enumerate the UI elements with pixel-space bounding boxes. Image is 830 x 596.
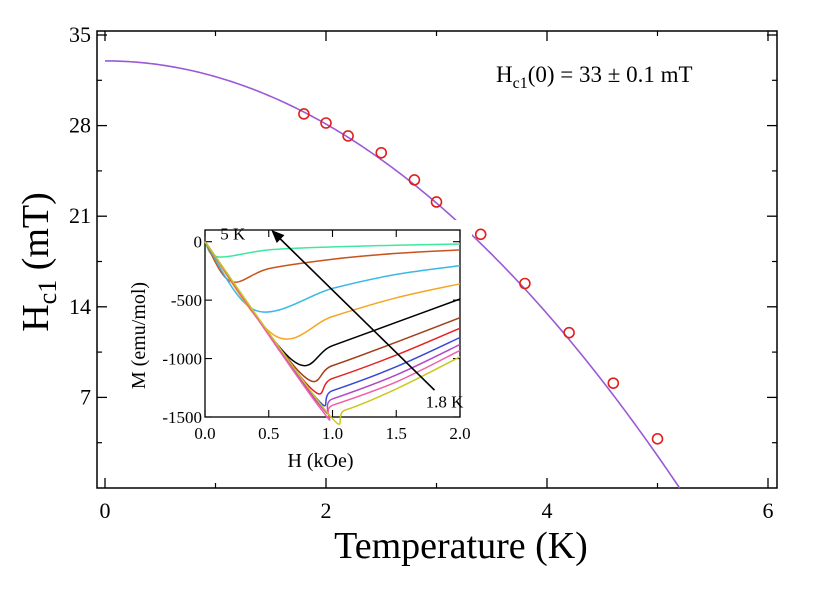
inset-y-tick-label: -1000 bbox=[162, 350, 202, 369]
trend-arrow-shaft bbox=[276, 235, 436, 391]
trend-arrow-head bbox=[271, 230, 285, 244]
inset-plot: 0.0 0.5 1.0 1.5 2.0 -1500 -1000 -500 0 H (kOe) M (… bbox=[128, 220, 472, 477]
data-point bbox=[519, 277, 531, 290]
x-tick-label: 4 bbox=[542, 498, 553, 523]
inset-x-tick-label: 1.0 bbox=[322, 424, 343, 443]
inset-series-line bbox=[204, 241, 461, 313]
y-axis-label-unit: (mT) bbox=[15, 192, 57, 280]
y-tick-label: 35 bbox=[69, 22, 91, 47]
inset-series-line bbox=[204, 241, 461, 425]
data-point bbox=[651, 433, 664, 445]
fit-curve bbox=[104, 60, 681, 489]
data-point bbox=[298, 108, 310, 120]
inset-y-tick-label: -1500 bbox=[162, 408, 202, 427]
inset-x-tick-label: 1.5 bbox=[386, 424, 407, 443]
arrow-label-bottom: 1.8 K bbox=[426, 393, 465, 412]
y-axis-label-main: H bbox=[15, 304, 57, 331]
annotation-rest: (0) = 33 ± 0.1 mT bbox=[528, 62, 693, 87]
data-point bbox=[408, 174, 421, 186]
data-point bbox=[607, 377, 620, 389]
data-point bbox=[563, 326, 575, 339]
y-tick-label: 21 bbox=[69, 203, 91, 228]
y-tick-label: 7 bbox=[80, 384, 91, 409]
data-point bbox=[320, 117, 332, 129]
x-tick-label: 2 bbox=[321, 498, 332, 523]
inset-x-axis-label: H (kOe) bbox=[287, 450, 353, 472]
y-axis-label-sub: c1 bbox=[33, 280, 62, 305]
inset-series-line bbox=[204, 241, 461, 340]
y-axis-label: Hc1 (mT) bbox=[15, 192, 62, 332]
inset-series-line bbox=[204, 241, 461, 421]
arrow-label-top: 5 K bbox=[220, 224, 246, 243]
inset-y-axis-label: M (emu/mol) bbox=[128, 282, 150, 389]
data-point bbox=[375, 146, 388, 159]
data-point bbox=[474, 228, 487, 241]
x-tick-label: 0 bbox=[100, 498, 111, 523]
x-tick-label: 6 bbox=[763, 498, 774, 523]
y-tick-label: 14 bbox=[69, 294, 91, 319]
inset-y-tick-label: 0 bbox=[194, 233, 203, 252]
inset-x-tick-label: 0.0 bbox=[194, 424, 215, 443]
inset-series-line bbox=[204, 241, 461, 284]
data-point bbox=[430, 196, 443, 208]
y-tick-label: 28 bbox=[69, 113, 91, 138]
inset-y-tick-label: -500 bbox=[171, 291, 202, 310]
annotation-sub: c1 bbox=[513, 75, 528, 92]
annotation-main: H bbox=[496, 62, 513, 87]
inset-x-tick-label: 0.5 bbox=[258, 424, 279, 443]
hc1-annotation: Hc1(0) = 33 ± 0.1 mT bbox=[496, 62, 693, 92]
data-point bbox=[342, 130, 354, 142]
inset-x-tick-label: 2.0 bbox=[449, 424, 470, 443]
x-axis-label: Temperature (K) bbox=[334, 525, 588, 567]
